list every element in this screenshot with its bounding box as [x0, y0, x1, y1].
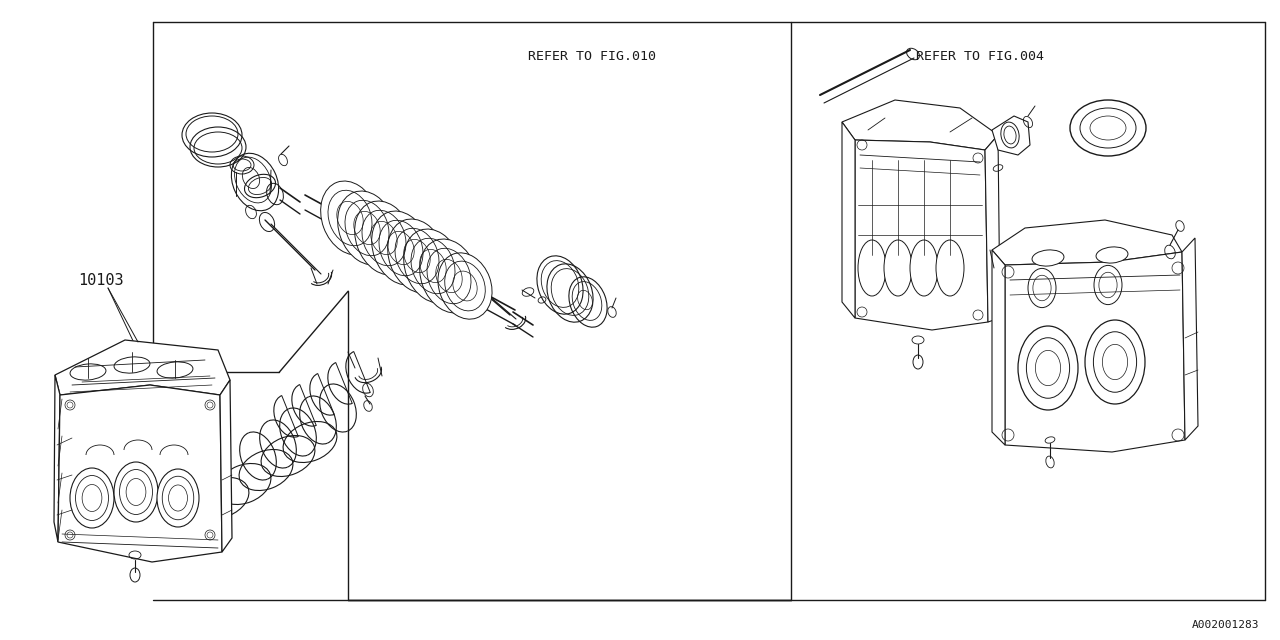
Ellipse shape [884, 240, 913, 296]
Ellipse shape [1032, 250, 1064, 266]
Ellipse shape [169, 485, 187, 511]
Ellipse shape [1028, 268, 1056, 308]
Text: A002001283: A002001283 [1192, 620, 1260, 630]
Ellipse shape [420, 239, 479, 313]
Ellipse shape [82, 484, 102, 511]
Ellipse shape [936, 240, 964, 296]
Ellipse shape [119, 470, 152, 515]
Text: REFER TO FIG.004: REFER TO FIG.004 [916, 51, 1044, 63]
Ellipse shape [1102, 344, 1128, 380]
Polygon shape [986, 135, 1000, 322]
Ellipse shape [321, 181, 379, 255]
Ellipse shape [1001, 122, 1019, 148]
Ellipse shape [388, 219, 447, 293]
Polygon shape [54, 375, 60, 542]
Ellipse shape [338, 191, 397, 265]
Polygon shape [220, 380, 232, 552]
Ellipse shape [1036, 350, 1061, 386]
Ellipse shape [157, 469, 198, 527]
Ellipse shape [163, 476, 193, 520]
Ellipse shape [355, 201, 413, 275]
Ellipse shape [114, 462, 157, 522]
Text: REFER TO FIG.010: REFER TO FIG.010 [529, 51, 657, 63]
Polygon shape [842, 122, 855, 318]
Ellipse shape [70, 364, 106, 380]
Polygon shape [992, 116, 1030, 155]
Polygon shape [842, 100, 998, 150]
Polygon shape [992, 220, 1181, 265]
Polygon shape [1005, 252, 1185, 452]
Ellipse shape [70, 468, 114, 528]
Ellipse shape [76, 476, 109, 520]
Ellipse shape [858, 240, 886, 296]
Ellipse shape [1027, 338, 1070, 398]
Ellipse shape [1093, 332, 1137, 392]
Ellipse shape [910, 240, 938, 296]
Polygon shape [55, 340, 230, 395]
Ellipse shape [1033, 275, 1051, 301]
Ellipse shape [1096, 247, 1128, 263]
Ellipse shape [403, 229, 462, 303]
Polygon shape [58, 385, 221, 562]
Ellipse shape [1100, 272, 1117, 298]
Polygon shape [992, 250, 1005, 445]
Polygon shape [1181, 238, 1198, 440]
Ellipse shape [1094, 266, 1123, 305]
Ellipse shape [371, 211, 430, 285]
Ellipse shape [157, 362, 193, 378]
Ellipse shape [1018, 326, 1078, 410]
Polygon shape [855, 140, 988, 330]
Ellipse shape [114, 357, 150, 373]
Ellipse shape [438, 253, 492, 319]
Ellipse shape [1085, 320, 1146, 404]
Ellipse shape [127, 479, 146, 506]
Text: 10103: 10103 [78, 273, 124, 288]
